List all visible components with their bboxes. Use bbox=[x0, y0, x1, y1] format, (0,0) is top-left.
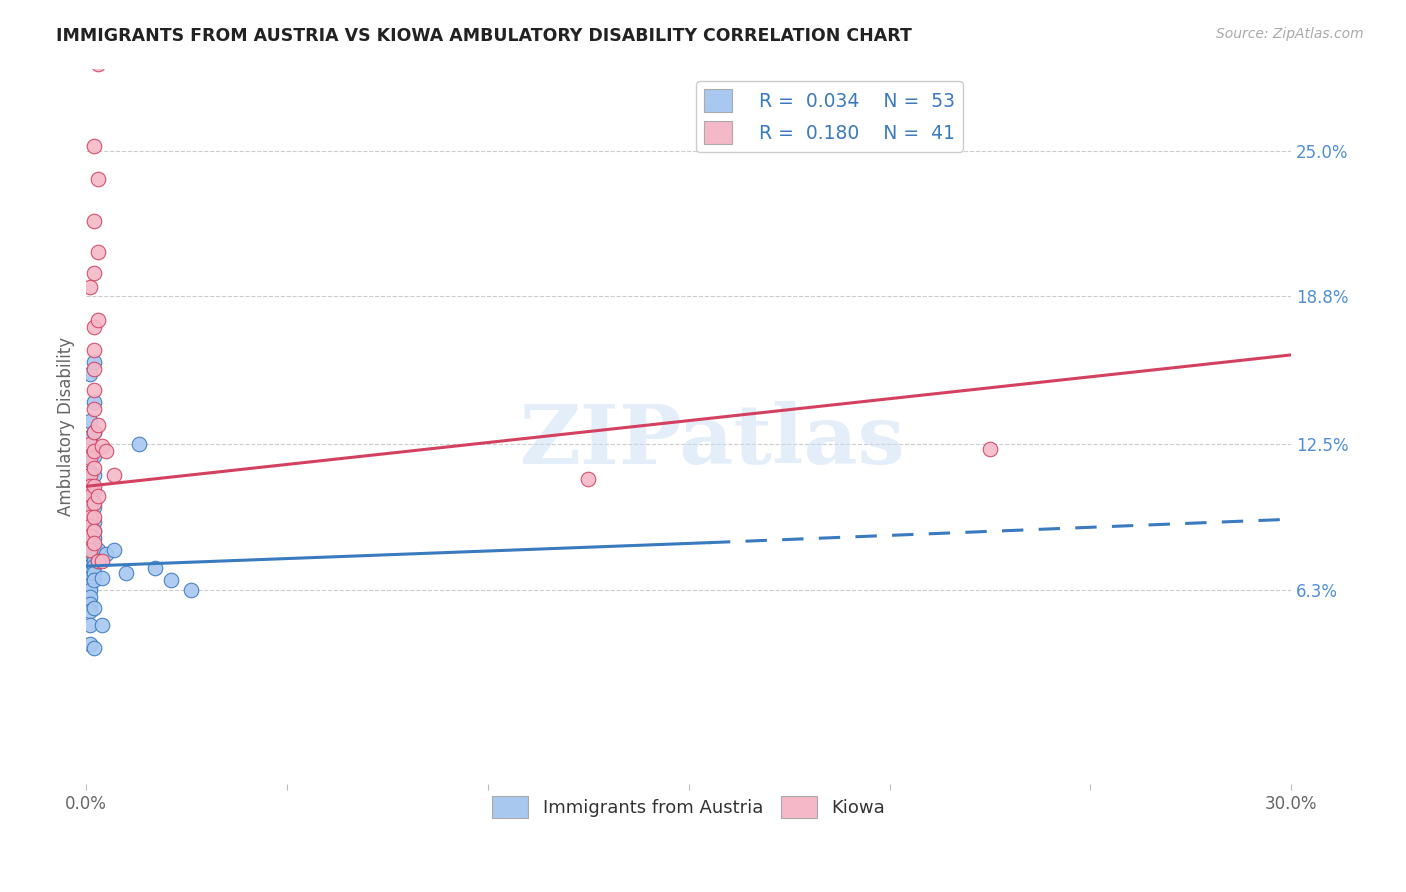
Point bbox=[79, 617, 101, 632]
Point bbox=[83, 483, 105, 498]
Point bbox=[79, 538, 101, 552]
Point bbox=[83, 214, 105, 228]
Point bbox=[128, 437, 150, 451]
Point bbox=[979, 442, 1001, 456]
Point bbox=[91, 571, 114, 585]
Point bbox=[79, 528, 101, 542]
Point bbox=[83, 139, 105, 153]
Point bbox=[79, 367, 101, 381]
Point bbox=[79, 597, 101, 611]
Point bbox=[103, 467, 125, 482]
Point bbox=[79, 516, 101, 531]
Point bbox=[83, 460, 105, 475]
Point bbox=[83, 425, 105, 440]
Point bbox=[79, 604, 101, 618]
Point bbox=[87, 554, 110, 568]
Point bbox=[79, 509, 101, 524]
Point bbox=[87, 244, 110, 259]
Point bbox=[87, 542, 110, 557]
Legend: Immigrants from Austria, Kiowa: Immigrants from Austria, Kiowa bbox=[485, 789, 893, 825]
Point bbox=[79, 414, 101, 428]
Point bbox=[79, 571, 101, 585]
Point bbox=[83, 362, 105, 376]
Point bbox=[79, 564, 101, 578]
Point bbox=[83, 500, 105, 515]
Point bbox=[83, 535, 105, 549]
Point bbox=[79, 505, 101, 519]
Point bbox=[83, 554, 105, 568]
Point bbox=[79, 489, 101, 503]
Point bbox=[83, 549, 105, 564]
Y-axis label: Ambulatory Disability: Ambulatory Disability bbox=[58, 337, 75, 516]
Point bbox=[83, 401, 105, 416]
Point bbox=[115, 566, 138, 581]
Point bbox=[83, 531, 105, 545]
Point bbox=[83, 425, 105, 440]
Point bbox=[83, 524, 105, 538]
Text: Source: ZipAtlas.com: Source: ZipAtlas.com bbox=[1216, 27, 1364, 41]
Point bbox=[96, 444, 118, 458]
Point bbox=[79, 552, 101, 566]
Point bbox=[79, 493, 101, 508]
Point bbox=[83, 444, 105, 458]
Point bbox=[79, 590, 101, 604]
Text: IMMIGRANTS FROM AUSTRIA VS KIOWA AMBULATORY DISABILITY CORRELATION CHART: IMMIGRANTS FROM AUSTRIA VS KIOWA AMBULAT… bbox=[56, 27, 912, 45]
Point bbox=[87, 554, 110, 568]
Point bbox=[79, 451, 101, 466]
Point bbox=[83, 601, 105, 615]
Point bbox=[79, 578, 101, 592]
Point bbox=[87, 489, 110, 503]
Point bbox=[79, 519, 101, 533]
Point bbox=[83, 573, 105, 587]
Point bbox=[576, 472, 599, 486]
Point bbox=[83, 559, 105, 574]
Point bbox=[83, 394, 105, 409]
Point bbox=[79, 582, 101, 597]
Point bbox=[79, 467, 101, 482]
Point bbox=[83, 449, 105, 463]
Point bbox=[91, 617, 114, 632]
Point bbox=[83, 355, 105, 369]
Point bbox=[83, 566, 105, 581]
Point bbox=[103, 542, 125, 557]
Point bbox=[87, 57, 110, 71]
Point bbox=[79, 559, 101, 574]
Point bbox=[79, 528, 101, 542]
Point bbox=[79, 479, 101, 493]
Point bbox=[83, 496, 105, 510]
Point bbox=[79, 500, 101, 515]
Point bbox=[79, 437, 101, 451]
Point bbox=[79, 545, 101, 559]
Point bbox=[79, 465, 101, 479]
Point bbox=[79, 430, 101, 444]
Text: ZIPatlas: ZIPatlas bbox=[520, 401, 905, 481]
Point bbox=[83, 524, 105, 538]
Point bbox=[83, 538, 105, 552]
Point bbox=[87, 171, 110, 186]
Point bbox=[83, 467, 105, 482]
Point bbox=[87, 418, 110, 433]
Point bbox=[96, 548, 118, 562]
Point bbox=[83, 479, 105, 493]
Point bbox=[79, 542, 101, 557]
Point bbox=[83, 343, 105, 358]
Point bbox=[83, 515, 105, 529]
Point bbox=[159, 573, 181, 587]
Point bbox=[83, 383, 105, 397]
Point bbox=[143, 561, 166, 575]
Point bbox=[83, 545, 105, 559]
Point bbox=[91, 439, 114, 453]
Point bbox=[79, 479, 101, 493]
Point bbox=[83, 641, 105, 656]
Point bbox=[79, 280, 101, 294]
Point bbox=[79, 449, 101, 463]
Point bbox=[91, 554, 114, 568]
Point bbox=[83, 266, 105, 280]
Point bbox=[83, 509, 105, 524]
Point bbox=[79, 637, 101, 651]
Point bbox=[180, 582, 202, 597]
Point bbox=[87, 312, 110, 326]
Point bbox=[83, 319, 105, 334]
